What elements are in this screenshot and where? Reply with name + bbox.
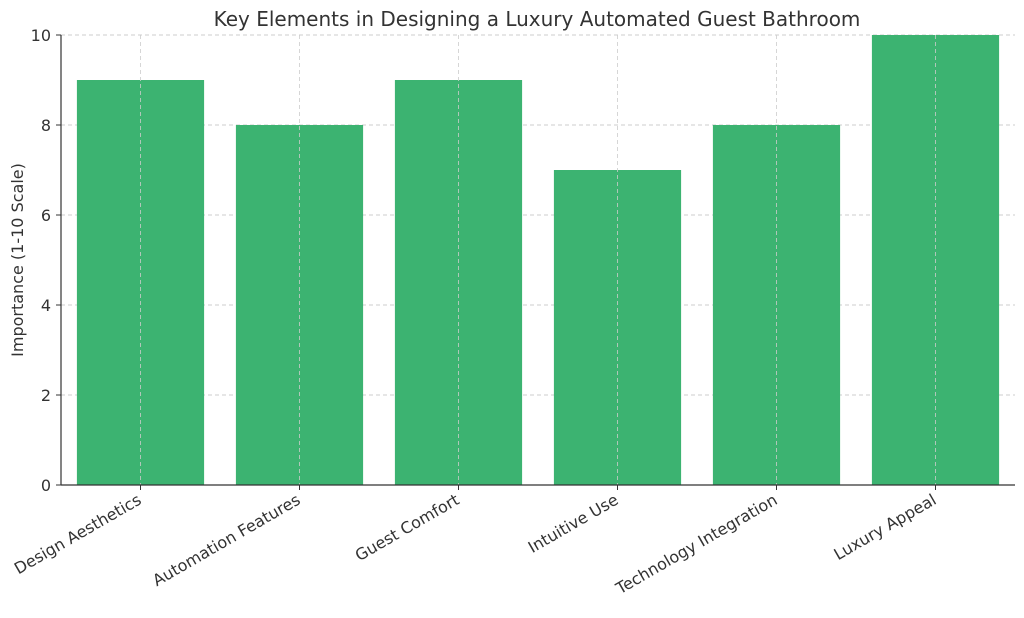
y-tick-label: 8	[41, 116, 51, 135]
chart-title: Key Elements in Designing a Luxury Autom…	[214, 7, 861, 31]
y-tick-label: 0	[41, 476, 51, 495]
x-tick-label: Technology Integration	[612, 490, 781, 598]
vertical-grid-layer	[140, 35, 936, 485]
bars-layer	[76, 35, 1000, 485]
x-tick-labels: Design Aesthetics Automation Features Gues…	[11, 490, 940, 598]
x-tick-label: Design Aesthetics	[11, 490, 145, 578]
bar	[553, 170, 682, 485]
y-tick-label: 4	[41, 296, 51, 315]
axes-layer	[56, 34, 1015, 490]
y-tick-label: 6	[41, 206, 51, 225]
y-tick-labels: 0 2 4 6 8 10	[31, 26, 51, 495]
x-tick-label: Automation Features	[149, 490, 303, 590]
x-tick-label: Luxury Appeal	[831, 490, 940, 564]
x-tick-label: Guest Comfort	[352, 490, 463, 565]
y-tick-label: 10	[31, 26, 51, 45]
y-tick-label: 2	[41, 386, 51, 405]
x-tick-label: Intuitive Use	[525, 490, 622, 557]
y-axis-label: Importance (1-10 Scale)	[8, 163, 27, 357]
